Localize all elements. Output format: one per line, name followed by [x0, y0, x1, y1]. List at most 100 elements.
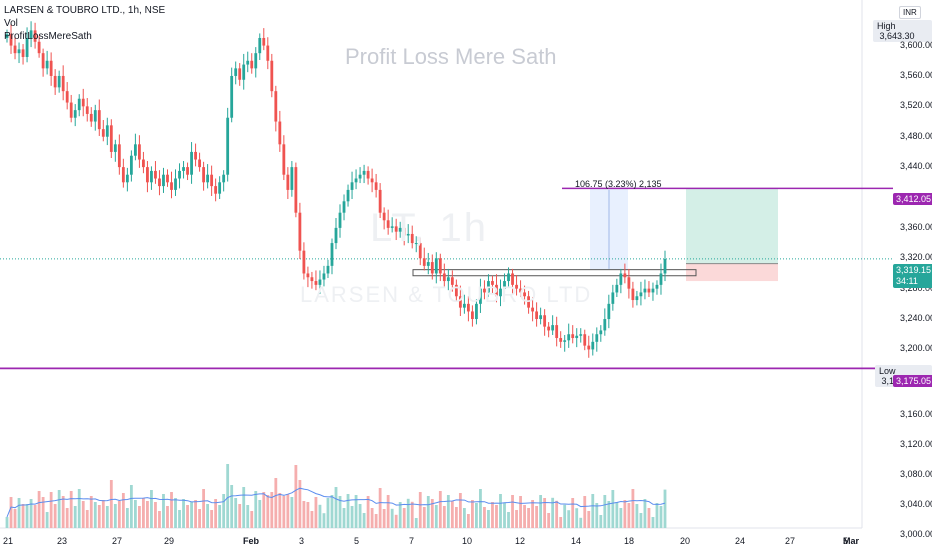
candle-body: [318, 279, 322, 285]
candle-body: [5, 34, 9, 38]
volume-bar: [166, 506, 169, 528]
candle-body: [462, 303, 466, 308]
symbol-title[interactable]: LARSEN & TOUBRO LTD., 1h, NSE: [4, 5, 166, 16]
volume-bar: [53, 504, 57, 528]
currency-label[interactable]: INR: [899, 6, 921, 19]
volume-bar: [318, 504, 322, 528]
candle-body: [286, 174, 290, 190]
candle-body: [61, 75, 65, 92]
volume-bar: [579, 517, 583, 528]
candle-body: [571, 334, 575, 339]
volume-indicator-label[interactable]: Vol: [4, 18, 18, 29]
volume-bar: [458, 493, 462, 528]
candle-body: [531, 307, 534, 312]
volume-ma-line: [6, 487, 666, 518]
time-tick-label: 27: [785, 536, 796, 546]
custom-indicator-label[interactable]: ProfitLossMereSath: [4, 31, 92, 42]
volume-bar: [607, 501, 611, 528]
time-tick-label: 18: [624, 536, 635, 546]
candle-body: [77, 98, 81, 111]
candle-body: [563, 340, 567, 342]
candle-body: [238, 68, 242, 80]
candle-body: [210, 174, 214, 187]
volume-bar: [623, 500, 627, 528]
candle-body: [358, 174, 362, 179]
volume-bar: [426, 496, 430, 528]
volume-bar: [446, 495, 450, 528]
candle-body: [170, 182, 173, 190]
volume-bar: [146, 501, 149, 528]
volume-bar: [125, 508, 129, 528]
candle-body: [25, 37, 29, 57]
candle-body: [334, 227, 338, 244]
time-tick-label: 23: [57, 536, 68, 546]
volume-bar: [595, 503, 599, 528]
volume-bar: [286, 494, 290, 528]
volume-bar: [358, 504, 362, 528]
volume-bar: [402, 508, 406, 528]
candle-body: [57, 75, 61, 88]
volume-bar: [551, 497, 555, 528]
candle-body: [342, 201, 346, 213]
candle-body: [547, 326, 551, 331]
volume-bar: [483, 507, 486, 528]
volume-bar: [21, 504, 25, 528]
volume-bar: [222, 494, 226, 528]
candle-body: [93, 110, 97, 122]
volume-bar: [13, 509, 17, 528]
candle-body: [202, 167, 206, 183]
candle-body: [166, 174, 169, 183]
volume-bar: [158, 511, 161, 528]
candle-body: [475, 303, 478, 320]
candle-body: [527, 296, 530, 308]
volume-bar: [274, 478, 278, 528]
volume-bar: [133, 500, 137, 528]
candle-body: [9, 34, 13, 46]
volume-bar: [290, 497, 294, 528]
volume-bar: [5, 517, 9, 528]
candle-body: [507, 273, 510, 282]
volume-bar: [523, 505, 526, 528]
volume-bar: [314, 497, 318, 528]
volume-bar: [479, 489, 482, 528]
candle-body: [81, 98, 85, 107]
candle-body: [306, 273, 310, 278]
volume-bar: [298, 480, 302, 528]
high-marker: High 3,643.30: [873, 20, 932, 42]
candle-body: [206, 174, 210, 183]
volume-bar: [334, 487, 338, 528]
candle-body: [109, 125, 113, 152]
volume-bar: [25, 504, 29, 528]
candle-body: [495, 284, 498, 297]
candle-body: [362, 170, 366, 175]
volume-bar: [310, 511, 314, 528]
candle-body: [226, 117, 230, 175]
candle-body: [575, 335, 579, 339]
chart-legend: LARSEN & TOUBRO LTD., 1h, NSE Vol Profit…: [4, 4, 165, 43]
candle-body: [483, 288, 486, 293]
volume-bar: [454, 507, 458, 528]
volume-bar: [619, 508, 623, 528]
candle-body: [663, 259, 667, 274]
volume-bar: [539, 495, 543, 528]
candle-body: [426, 262, 430, 266]
price-tick-label: 3,440.00: [900, 161, 932, 172]
candle-body: [434, 258, 438, 274]
volume-bar: [17, 498, 21, 528]
volume-bar: [462, 508, 466, 528]
price-tick-label: 3,560.00: [900, 69, 932, 80]
volume-bar: [487, 510, 490, 528]
candle-body: [583, 334, 587, 346]
candle-body: [382, 212, 386, 221]
volume-bar: [543, 498, 547, 528]
candle-body: [394, 226, 398, 232]
volume-bar: [571, 498, 575, 528]
candle-body: [398, 227, 402, 232]
candle-body: [218, 182, 222, 194]
volume-bar: [250, 511, 254, 528]
candle-body: [639, 292, 643, 297]
volume-bar: [238, 504, 242, 528]
volume-bar: [302, 501, 306, 528]
candle-body: [13, 45, 17, 54]
